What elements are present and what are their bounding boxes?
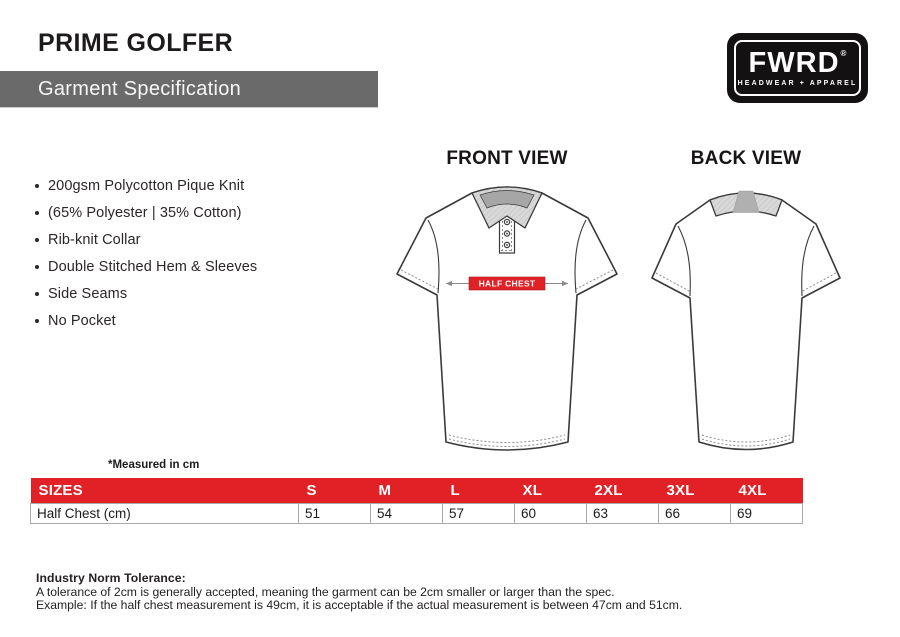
feature-item: (65% Polyester | 35% Cotton)	[35, 205, 257, 221]
arrow-left-icon	[446, 280, 452, 287]
brand-logo: FWRD ® HEADWEAR + APPAREL	[727, 33, 868, 103]
size-table-header-cell: 4XL	[730, 478, 803, 503]
size-table: SIZES S M L XL 2XL 3XL 4XL Half Chest (c…	[30, 478, 803, 524]
tolerance-line: Example: If the half chest measurement i…	[36, 598, 683, 612]
front-collar	[471, 186, 543, 229]
registered-mark-icon: ®	[840, 49, 847, 58]
value-cell: 54	[370, 502, 443, 524]
feature-item: No Pocket	[35, 313, 257, 329]
feature-item: Double Stitched Hem & Sleeves	[35, 259, 257, 275]
brand-name: FWRD	[748, 47, 840, 79]
half-chest-callout: HALF CHEST	[446, 276, 568, 291]
value-cell: 63	[586, 502, 659, 524]
feature-list: 200gsm Polycotton Pique Knit (65% Polyes…	[35, 178, 257, 340]
size-table-header-cell: SIZES	[30, 478, 299, 503]
feature-item: 200gsm Polycotton Pique Knit	[35, 178, 257, 194]
tolerance-note: Industry Norm Tolerance: A tolerance of …	[36, 571, 683, 613]
value-cell: 66	[658, 502, 731, 524]
value-cell: 51	[298, 502, 371, 524]
brand-tagline: HEADWEAR + APPAREL	[737, 80, 858, 87]
row-label-cell: Half Chest (cm)	[30, 502, 299, 524]
tolerance-heading: Industry Norm Tolerance:	[36, 571, 186, 585]
measure-note: *Measured in cm	[108, 459, 200, 471]
size-table-header-cell: 2XL	[586, 478, 659, 503]
polo-back-illustration	[651, 190, 841, 451]
value-cell: 57	[442, 502, 515, 524]
size-table-row: Half Chest (cm) 51 54 57 60 63 66 69	[30, 502, 803, 524]
value-cell: 69	[730, 502, 803, 524]
value-cell: 60	[514, 502, 587, 524]
half-chest-label: HALF CHEST	[479, 279, 536, 289]
size-table-header-cell: 3XL	[658, 478, 731, 503]
feature-item: Rib-knit Collar	[35, 232, 257, 248]
back-collar	[709, 190, 783, 217]
feature-item: Side Seams	[35, 286, 257, 302]
size-table-header-cell: L	[442, 478, 515, 503]
subtitle-text: Garment Specification	[38, 77, 242, 100]
tolerance-line: A tolerance of 2cm is generally accepted…	[36, 584, 615, 599]
brand-logo-frame: FWRD ® HEADWEAR + APPAREL	[734, 40, 861, 96]
page-title: PRIME GOLFER	[38, 29, 234, 57]
size-table-header-cell: S	[298, 478, 371, 503]
arrow-right-icon	[562, 280, 568, 287]
size-table-header-cell: XL	[514, 478, 587, 503]
size-table-header-cell: M	[370, 478, 443, 503]
subtitle-banner: Garment Specification	[0, 71, 378, 108]
front-view-heading: FRONT VIEW	[446, 148, 568, 169]
back-view-heading: BACK VIEW	[690, 148, 802, 169]
placket-buttons	[503, 218, 511, 249]
half-chest-label-box	[468, 276, 546, 291]
size-table-header-row: SIZES S M L XL 2XL 3XL 4XL	[30, 478, 803, 503]
polo-front-illustration: HALF CHEST	[396, 186, 618, 451]
